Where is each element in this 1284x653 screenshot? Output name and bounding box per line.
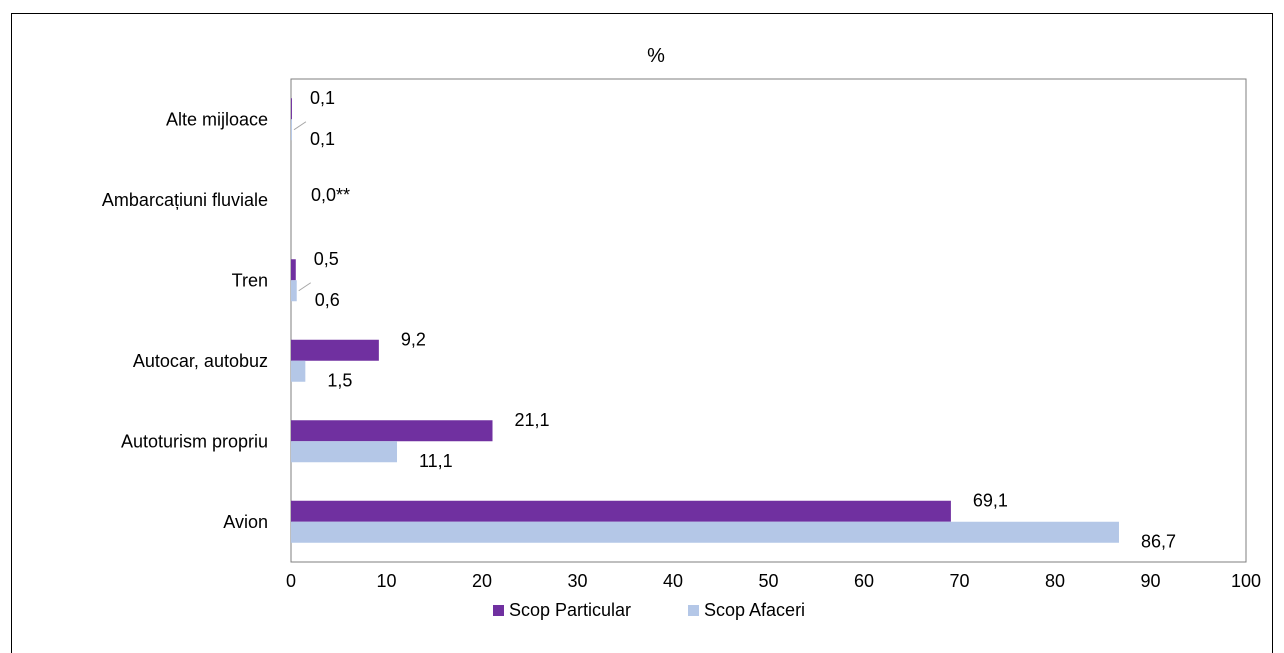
category-label-ambarcatiuni-fluviale: Ambarcațiuni fluviale — [102, 190, 268, 210]
data-labels: 69,1 21,1 9,2 0,5 0,1 86,7 11,1 1,5 0,6 0,1 0,0** — [293, 88, 1176, 551]
data-label-scop-particular-avion: 69,1 — [973, 490, 1008, 510]
bar-scop-afaceri-autoturism-propriu — [291, 441, 398, 463]
bar-scop-particular-tren — [291, 259, 296, 281]
data-label-scop-afaceri-alte-mijloace: 0,1 — [310, 129, 335, 149]
bar-scop-afaceri-tren — [291, 280, 297, 302]
data-label-scop-particular-autoturism-propriu: 21,1 — [515, 410, 550, 430]
data-label-scop-particular-alte-mijloace: 0,1 — [310, 88, 335, 108]
category-label-tren: Tren — [232, 270, 268, 290]
legend-label-scop-particular: Scop Particular — [509, 600, 631, 620]
category-labels: Avion Autoturism propriu Autocar, autobuz T… — [102, 109, 268, 532]
data-label-scop-particular-tren: 0,5 — [314, 249, 339, 269]
x-tick-label-80: 80 — [1045, 571, 1065, 591]
x-tick-label-90: 90 — [1140, 571, 1160, 591]
data-label-scop-afaceri-avion: 86,7 — [1141, 531, 1176, 551]
bar-scop-particular-autoturism-propriu — [291, 420, 493, 442]
x-tick-label-30: 30 — [567, 571, 587, 591]
x-tick-label-10: 10 — [376, 571, 396, 591]
leader-line-scop-afaceri-alte-mijloace — [293, 121, 307, 131]
legend-label-scop-afaceri: Scop Afaceri — [704, 600, 805, 620]
x-tick-label-60: 60 — [854, 571, 874, 591]
x-tick-label-40: 40 — [663, 571, 683, 591]
category-label-autocar-autobuz: Autocar, autobuz — [133, 351, 268, 371]
data-label-scop-particular-autocar-autobuz: 9,2 — [401, 329, 426, 349]
bar-scop-afaceri-alte-mijloace — [291, 119, 292, 141]
category-label-avion: Avion — [223, 512, 268, 532]
leader-line-scop-afaceri-tren — [298, 282, 312, 292]
legend: Scop Particular Scop Afaceri — [493, 600, 805, 620]
legend-swatch-scop-particular — [493, 605, 504, 616]
bar-scop-afaceri-autocar-autobuz — [291, 360, 306, 382]
data-label-scop-afaceri-autocar-autobuz: 1,5 — [327, 370, 352, 390]
x-tick-label-100: 100 — [1231, 571, 1261, 591]
bar-scop-particular-alte-mijloace — [291, 98, 292, 120]
x-tick-label-70: 70 — [949, 571, 969, 591]
bar-scop-particular-avion — [291, 500, 951, 522]
x-axis-tick-labels: 0 10 20 30 40 50 60 70 80 90 100 — [286, 571, 1261, 591]
x-tick-label-50: 50 — [758, 571, 778, 591]
special-label-ambarcatiuni-fluviale: 0,0** — [311, 185, 350, 205]
data-label-scop-afaceri-tren: 0,6 — [315, 290, 340, 310]
bar-scop-afaceri-avion — [291, 521, 1119, 543]
plot-area — [290, 78, 1247, 563]
category-label-autoturism-propriu: Autoturism propriu — [121, 431, 268, 451]
chart-title: % — [647, 45, 665, 67]
data-label-scop-afaceri-autoturism-propriu: 11,1 — [419, 451, 453, 471]
bars — [291, 98, 1119, 543]
x-tick-label-0: 0 — [286, 571, 296, 591]
chart-frame — [11, 13, 1273, 653]
bar-scop-particular-autocar-autobuz — [291, 339, 379, 361]
x-tick-label-20: 20 — [472, 571, 492, 591]
legend-swatch-scop-afaceri — [688, 605, 699, 616]
category-label-alte-mijloace: Alte mijloace — [166, 109, 268, 129]
